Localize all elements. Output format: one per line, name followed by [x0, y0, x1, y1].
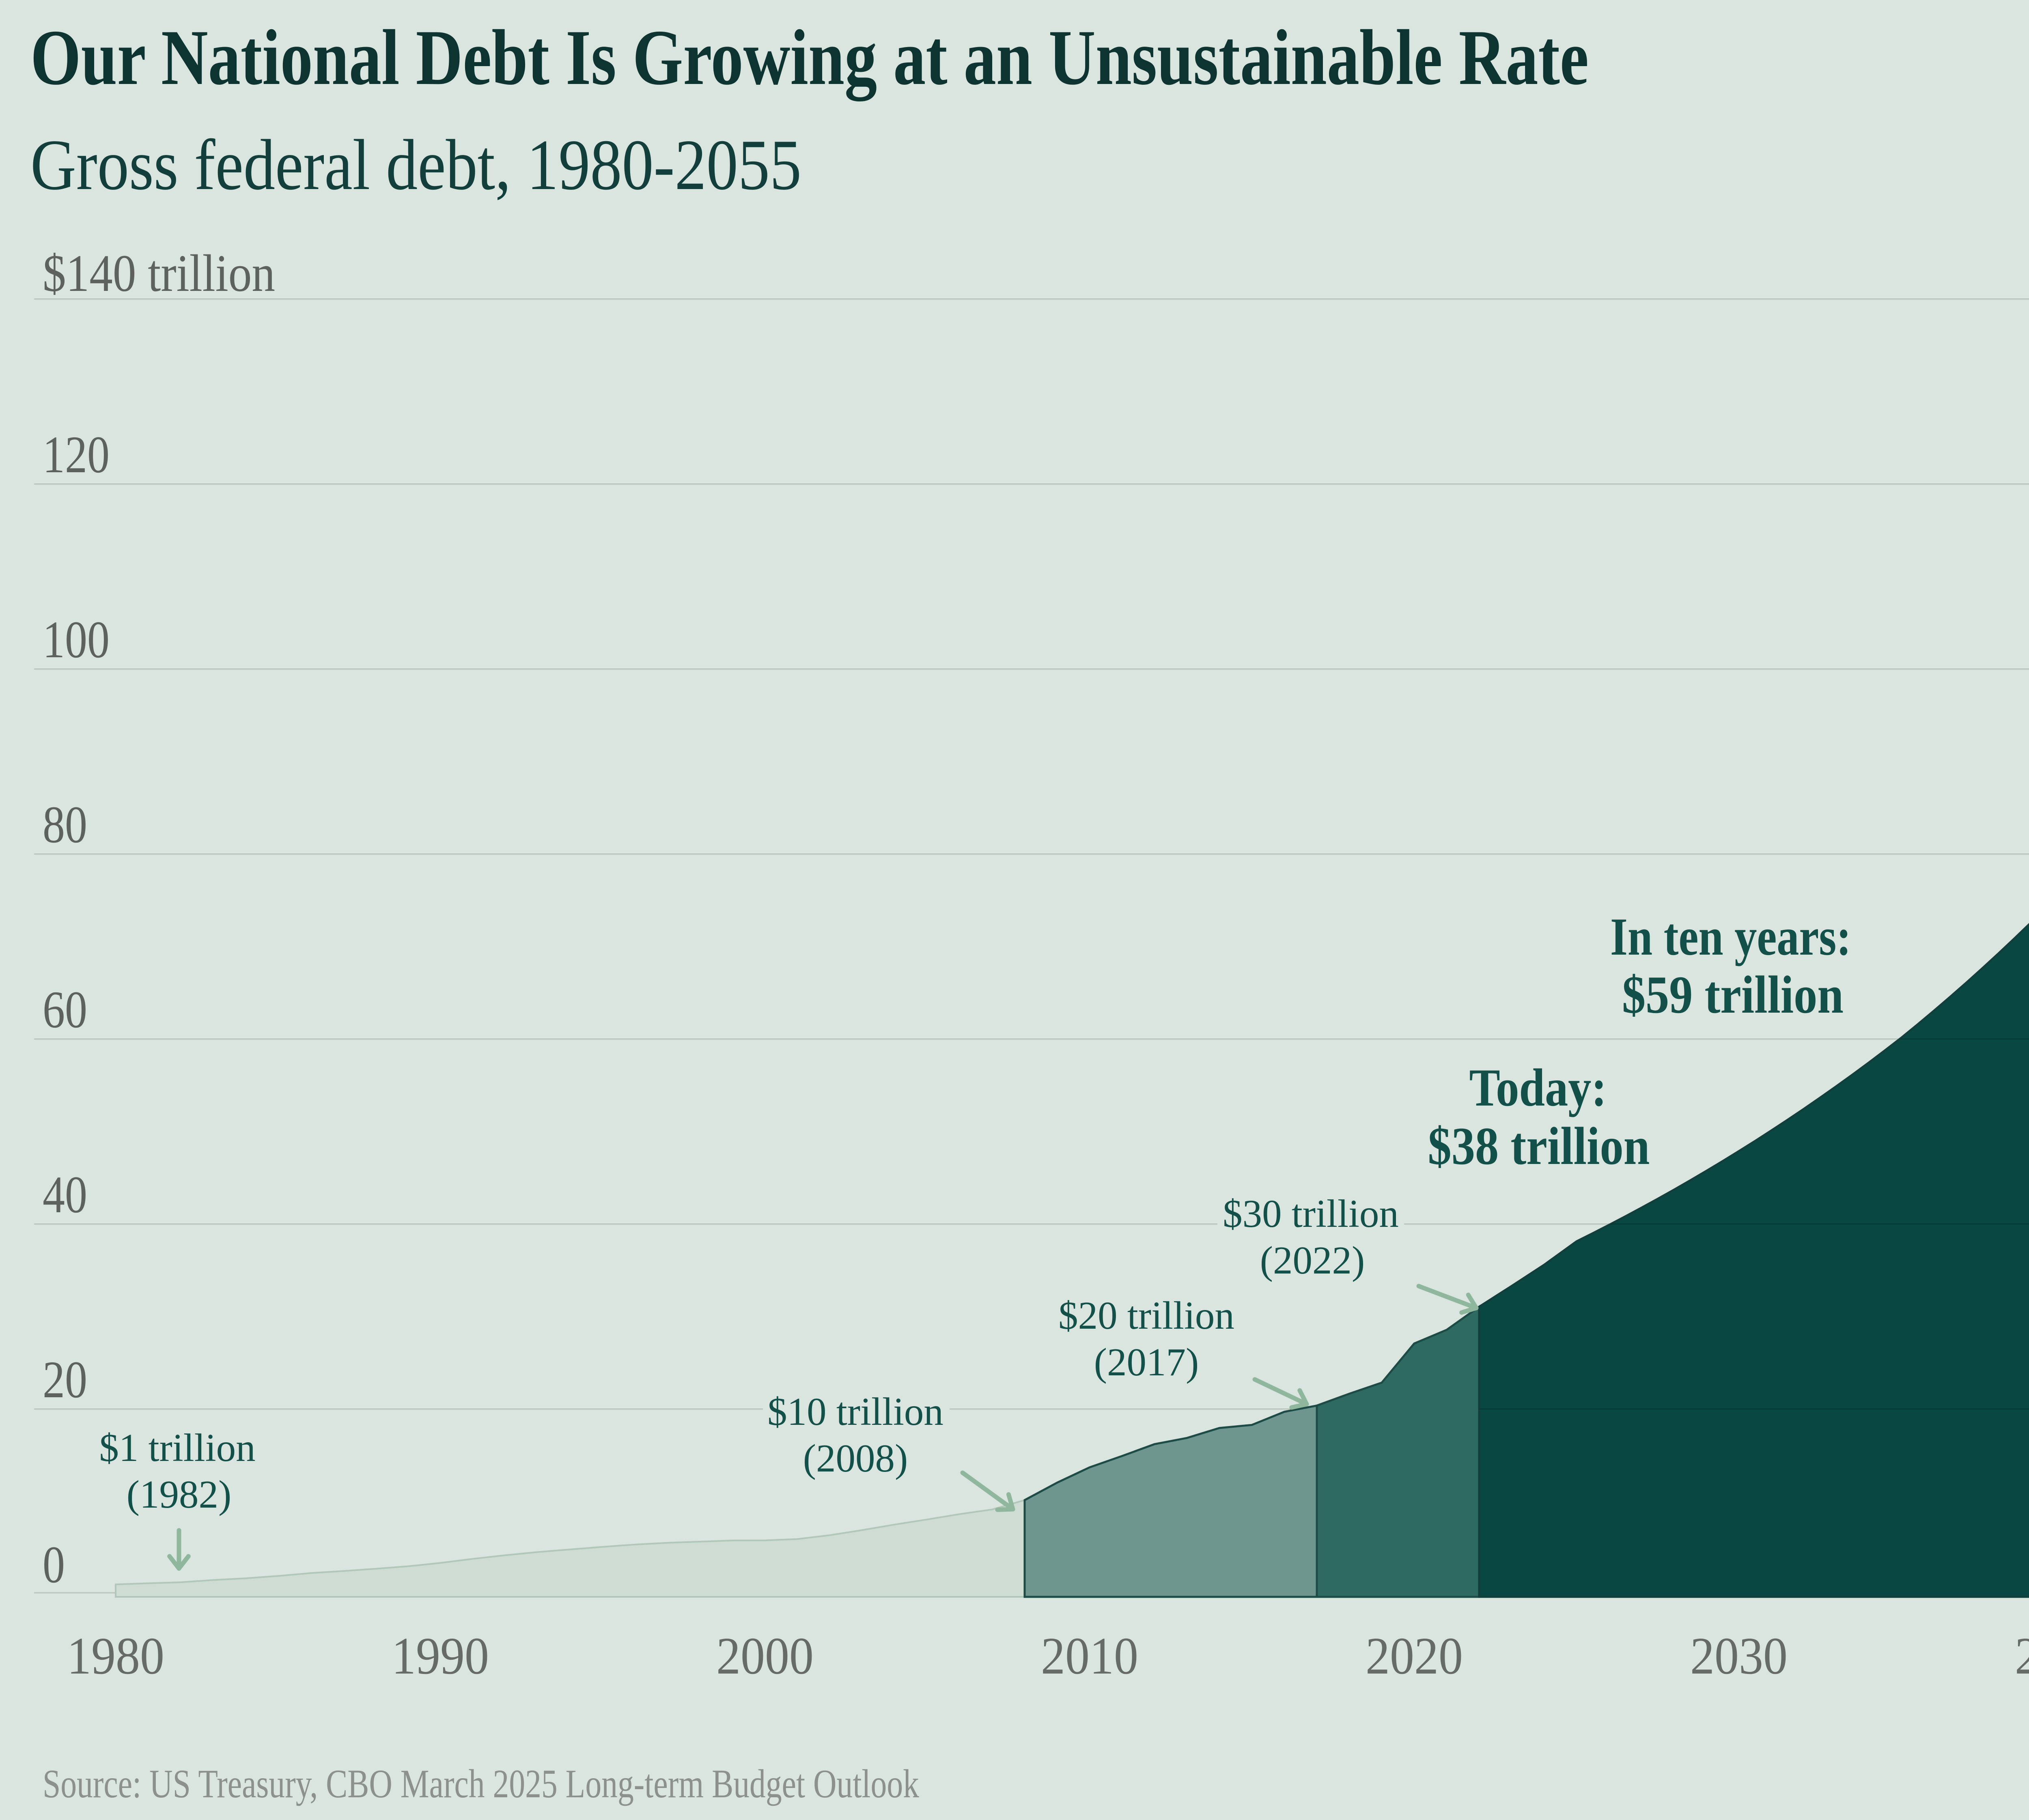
- svg-text:20: 20: [43, 1351, 87, 1409]
- svg-text:60: 60: [43, 981, 87, 1039]
- svg-text:$59 trillion: $59 trillion: [1622, 965, 1844, 1024]
- svg-text:2030: 2030: [1690, 1627, 1788, 1685]
- svg-text:(2017): (2017): [1094, 1340, 1199, 1384]
- svg-text:100: 100: [43, 611, 110, 669]
- svg-text:(1982): (1982): [127, 1473, 232, 1516]
- svg-text:$20 trillion: $20 trillion: [1058, 1294, 1234, 1337]
- svg-text:2010: 2010: [1041, 1627, 1138, 1685]
- svg-text:1990: 1990: [392, 1627, 489, 1685]
- svg-text:Today:: Today:: [1469, 1058, 1607, 1117]
- svg-text:80: 80: [43, 796, 87, 854]
- svg-text:120: 120: [43, 426, 110, 484]
- svg-text:2020: 2020: [1366, 1627, 1463, 1685]
- svg-text:$10 trillion: $10 trillion: [767, 1390, 943, 1433]
- svg-text:(2008): (2008): [803, 1437, 908, 1480]
- svg-text:Gross federal debt, 1980-2055: Gross federal debt, 1980-2055: [30, 125, 801, 205]
- svg-text:$38 trillion: $38 trillion: [1428, 1116, 1650, 1176]
- svg-text:Source: US Treasury, CBO March: Source: US Treasury, CBO March 2025 Long…: [43, 1761, 919, 1806]
- svg-text:In ten years:: In ten years:: [1610, 907, 1851, 966]
- svg-text:0: 0: [43, 1536, 65, 1594]
- svg-text:$1 trillion: $1 trillion: [99, 1426, 255, 1469]
- svg-text:2000: 2000: [716, 1627, 814, 1685]
- svg-text:Our National Debt Is Growing a: Our National Debt Is Growing at an Unsus…: [30, 14, 1589, 101]
- svg-text:1980: 1980: [67, 1627, 164, 1685]
- svg-text:$30 trillion: $30 trillion: [1223, 1192, 1399, 1235]
- svg-text:2040: 2040: [2015, 1627, 2029, 1685]
- svg-text:$140 trillion: $140 trillion: [43, 244, 275, 303]
- svg-text:40: 40: [43, 1166, 87, 1224]
- svg-text:(2022): (2022): [1260, 1239, 1365, 1282]
